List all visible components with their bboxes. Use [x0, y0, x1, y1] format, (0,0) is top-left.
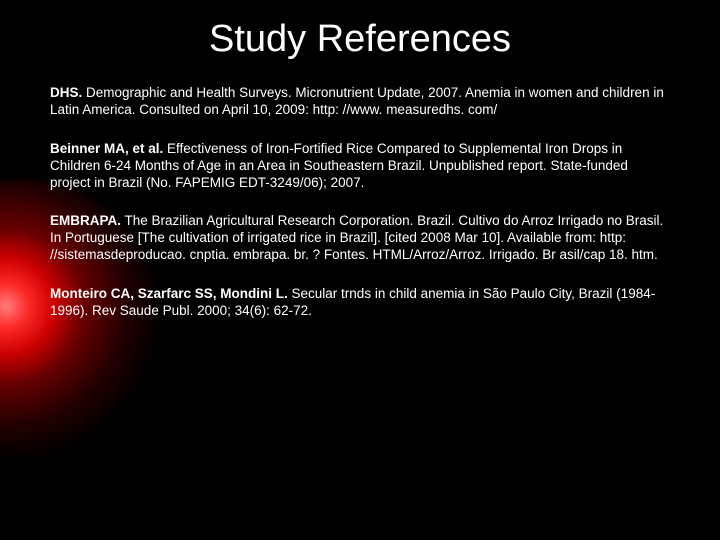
slide-title: Study References	[50, 18, 670, 61]
reference-lead: DHS.	[50, 85, 82, 100]
reference-body: The Brazilian Agricultural Research Corp…	[50, 213, 663, 262]
reference-item: DHS. Demographic and Health Surveys. Mic…	[50, 85, 670, 119]
reference-item: EMBRAPA. The Brazilian Agricultural Rese…	[50, 213, 670, 264]
reference-item: Beinner MA, et al. Effectiveness of Iron…	[50, 141, 670, 192]
reference-lead: EMBRAPA.	[50, 213, 121, 228]
reference-item: Monteiro CA, Szarfarc SS, Mondini L. Sec…	[50, 286, 670, 320]
slide-content: Study References DHS. Demographic and He…	[0, 0, 720, 362]
reference-body: Demographic and Health Surveys. Micronut…	[50, 85, 664, 117]
reference-lead: Monteiro CA, Szarfarc SS, Mondini L.	[50, 286, 288, 301]
reference-lead: Beinner MA, et al.	[50, 141, 163, 156]
